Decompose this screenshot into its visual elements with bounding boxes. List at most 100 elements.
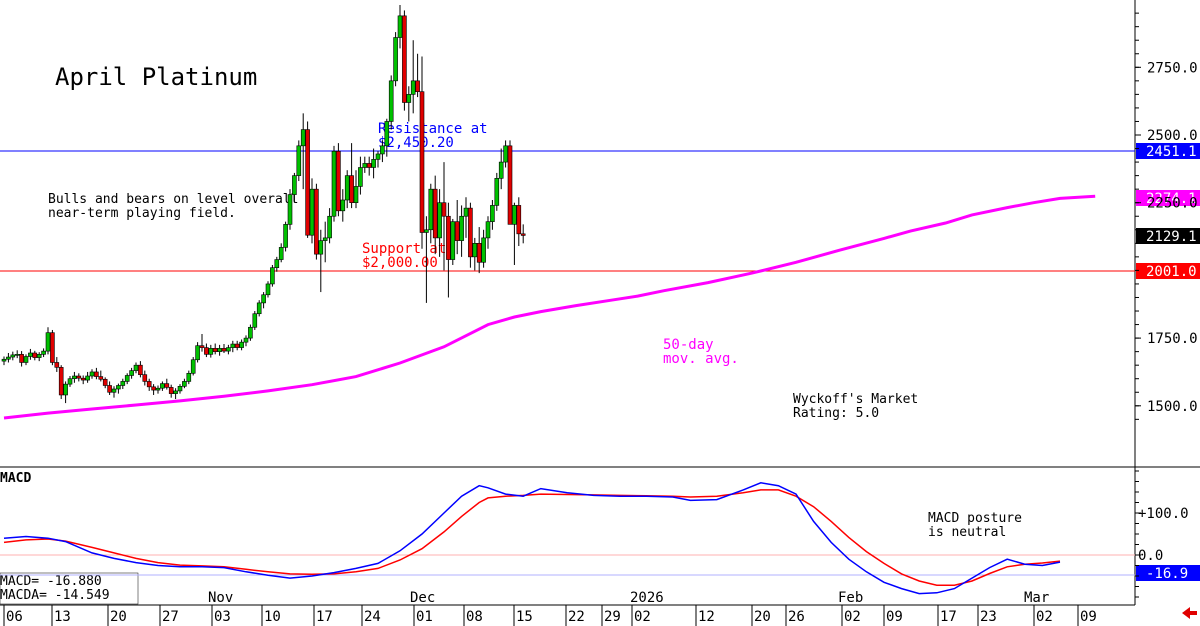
y-tick-label: 2500.0 — [1147, 128, 1198, 144]
ma-label-2: mov. avg. — [663, 351, 739, 367]
candle — [432, 175, 438, 255]
candle — [23, 354, 29, 366]
svg-text:-16.9: -16.9 — [1146, 566, 1188, 582]
month-label: Mar — [1024, 590, 1049, 606]
candle — [160, 381, 165, 391]
macd-line — [3, 482, 1061, 595]
candle — [410, 40, 416, 114]
candle — [415, 53, 420, 98]
candle — [454, 199, 460, 255]
candle — [120, 378, 126, 390]
candle — [305, 121, 310, 238]
candle — [516, 197, 522, 247]
macd-comment-1: MACD posture — [928, 511, 1022, 526]
macd-comment-2: is neutral — [928, 525, 1006, 540]
candle — [322, 221, 328, 263]
candle — [446, 202, 451, 298]
candle — [336, 143, 341, 217]
candle — [437, 189, 442, 257]
candle — [208, 344, 214, 358]
candle — [503, 140, 508, 168]
candle — [177, 384, 183, 394]
candle — [1, 356, 7, 366]
candle — [124, 373, 130, 385]
x-tick-label: 02 — [1036, 609, 1053, 625]
candle — [512, 202, 517, 265]
ma-label-1: 50-day — [663, 337, 714, 353]
x-tick-label: 24 — [364, 609, 381, 625]
candle — [366, 156, 372, 176]
candle — [54, 357, 60, 372]
candle — [102, 377, 108, 389]
resistance-label-1: Resistance at — [378, 121, 488, 137]
candle — [85, 371, 90, 383]
y-tick-label: 1750.0 — [1147, 331, 1198, 347]
candle — [340, 189, 346, 222]
chart-title: April Platinum — [55, 63, 257, 91]
x-tick-label: 13 — [54, 609, 71, 625]
candle — [36, 352, 42, 362]
candle — [384, 118, 390, 157]
candle — [498, 148, 504, 190]
tag-ma: 2274.1 — [1136, 190, 1200, 207]
candle — [63, 381, 68, 404]
x-tick-label: 09 — [1080, 609, 1097, 625]
candle — [468, 202, 473, 268]
candle — [270, 264, 275, 287]
candle — [481, 229, 486, 268]
month-label: Feb — [838, 590, 863, 606]
candle — [155, 385, 161, 394]
candle — [89, 369, 95, 379]
candle — [72, 371, 77, 383]
candle — [226, 344, 231, 355]
svg-text:2451.1: 2451.1 — [1146, 144, 1197, 160]
svg-text:2274.1: 2274.1 — [1146, 191, 1197, 207]
candle — [243, 335, 249, 347]
candle — [151, 384, 156, 395]
candle — [146, 378, 152, 391]
candle — [287, 189, 293, 230]
rating-label-1: Wyckoff's Market — [793, 392, 918, 407]
scroll-left-arrow-icon[interactable] — [1182, 607, 1197, 619]
candle — [98, 370, 104, 382]
candle — [164, 378, 170, 390]
candle — [300, 113, 306, 190]
svg-text:2001.0: 2001.0 — [1146, 264, 1197, 280]
x-tick-label: 10 — [264, 609, 281, 625]
candle — [265, 281, 271, 298]
svg-text:2129.1: 2129.1 — [1146, 229, 1197, 245]
x-tick-label: 09 — [886, 609, 903, 625]
candle — [459, 205, 464, 257]
candle — [278, 243, 284, 263]
support-label-2: $2,000.00 — [362, 255, 438, 271]
candle — [133, 362, 139, 374]
candle — [111, 386, 117, 398]
x-tick-label: 23 — [980, 609, 997, 625]
x-tick-label: 15 — [516, 609, 533, 625]
candle — [375, 151, 381, 168]
candle — [41, 348, 46, 358]
candle — [239, 339, 244, 351]
candle — [450, 218, 456, 265]
candle — [380, 140, 385, 163]
candle — [252, 311, 258, 330]
candle — [428, 183, 434, 244]
candle — [142, 370, 148, 386]
candle — [371, 148, 376, 179]
x-tick-label: 20 — [110, 609, 127, 625]
candle — [19, 351, 24, 367]
candle — [182, 378, 187, 389]
x-tick-label: 29 — [604, 609, 621, 625]
x-tick-label: 27 — [162, 609, 179, 625]
month-label: Nov — [208, 590, 233, 606]
candle — [494, 172, 500, 211]
x-tick-label: 02 — [844, 609, 861, 625]
candle — [80, 375, 86, 385]
candle — [314, 183, 319, 260]
x-tick-label: 03 — [214, 609, 231, 625]
tag-macd: -16.9 — [1136, 565, 1200, 582]
candle — [344, 170, 350, 209]
candle — [261, 292, 266, 309]
